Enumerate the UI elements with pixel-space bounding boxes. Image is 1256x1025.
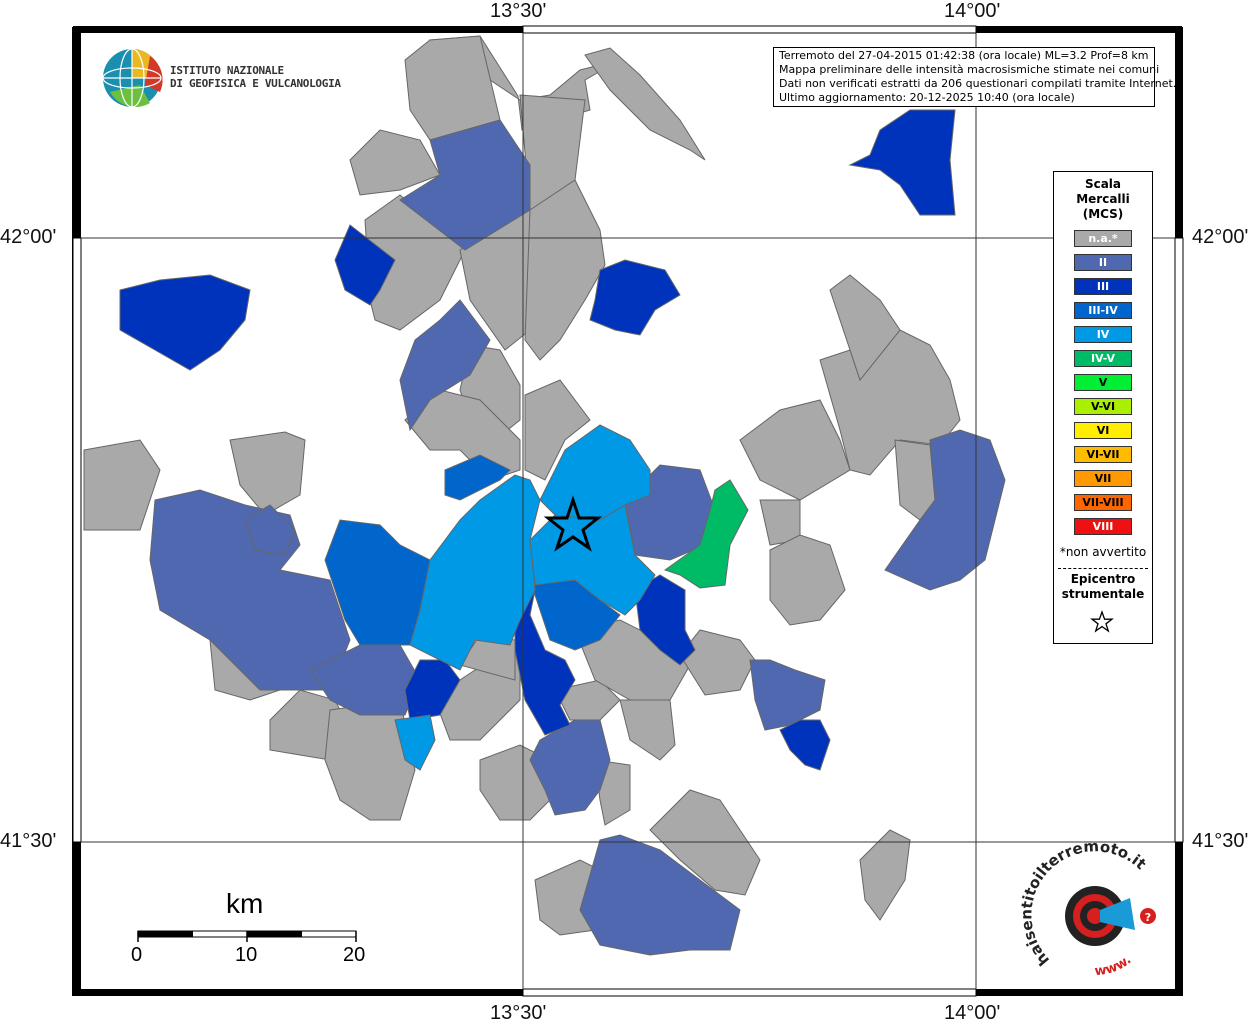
svg-text:?: ? — [1145, 911, 1151, 924]
map-frame — [72, 25, 1184, 997]
lat-label-right-2: 41°30' — [1192, 830, 1249, 852]
scale-unit: km — [226, 888, 264, 919]
legend-swatch: VII-VIII — [1074, 494, 1132, 511]
lon-label-bottom-1: 13°30' — [490, 1002, 547, 1024]
legend-swatch: III-IV — [1074, 302, 1132, 319]
intensity-legend: Scala Mercalli (MCS) n.a.* II III III-IV IV I… — [1053, 171, 1153, 644]
legend-star-icon — [1090, 610, 1114, 633]
scale-bar — [137, 930, 357, 942]
legend-divider — [1058, 568, 1148, 569]
lon-label-top-1: 13°30' — [490, 0, 547, 22]
legend-note: *non avvertito — [1059, 545, 1147, 559]
legend-swatch: VI-VII — [1074, 446, 1132, 463]
legend-title-line: Scala — [1084, 177, 1122, 191]
legend-swatch: IV-V — [1074, 350, 1132, 367]
graticule — [81, 33, 1175, 989]
scale-tick-label: 10 — [235, 944, 258, 966]
legend-swatch: IV — [1074, 326, 1132, 343]
institute-line-2: DI GEOFISICA E VULCANOLOGIA — [170, 77, 341, 90]
legend-swatch: VIII — [1074, 518, 1132, 535]
legend-swatch: VII — [1074, 470, 1132, 487]
lon-label-bottom-2: 14°00' — [944, 1002, 1001, 1024]
info-line: Terremoto del 27-04-2015 01:42:38 (ora l… — [779, 49, 1149, 62]
lon-label-top-2: 14°00' — [944, 0, 1001, 22]
institute-line-1: ISTITUTO NAZIONALE — [170, 64, 284, 77]
legend-swatch: II — [1074, 254, 1132, 271]
legend-swatch: V — [1074, 374, 1132, 391]
legend-title-line: Mercalli — [1076, 192, 1130, 206]
legend-epicentre-line: Epicentro — [1070, 572, 1136, 586]
event-info-box: Terremoto del 27-04-2015 01:42:38 (ora l… — [773, 47, 1177, 107]
scale-tick-label: 0 — [131, 944, 143, 966]
legend-swatch: III — [1074, 278, 1132, 295]
info-line: Mappa preliminare delle intensità macros… — [779, 63, 1160, 76]
scale-tick-label: 20 — [343, 944, 366, 966]
epicentre-star-icon — [543, 495, 603, 552]
legend-epicentre-label: Epicentro strumentale — [1054, 572, 1152, 602]
lat-label-left-2: 41°30' — [0, 830, 57, 852]
legend-epicentre-line: strumentale — [1061, 587, 1145, 601]
legend-title: Scala Mercalli (MCS) — [1054, 177, 1152, 222]
institute-name: ISTITUTO NAZIONALE DI GEOFISICA E VULCAN… — [170, 64, 341, 90]
legend-swatch: V-VI — [1074, 398, 1132, 415]
ingv-logo-icon — [102, 48, 163, 108]
municipality-polygons — [83, 35, 1006, 956]
lat-label-left-1: 42°00' — [0, 226, 57, 248]
info-line: Ultimo aggiornamento: 20-12-2025 10:40 (… — [779, 91, 1075, 104]
legend-title-line: (MCS) — [1082, 207, 1124, 221]
lat-label-right-1: 42°00' — [1192, 226, 1249, 248]
info-line: Dati non verificati estratti da 206 ques… — [779, 77, 1177, 90]
legend-swatch: n.a.* — [1074, 230, 1132, 247]
legend-swatch: VI — [1074, 422, 1132, 439]
